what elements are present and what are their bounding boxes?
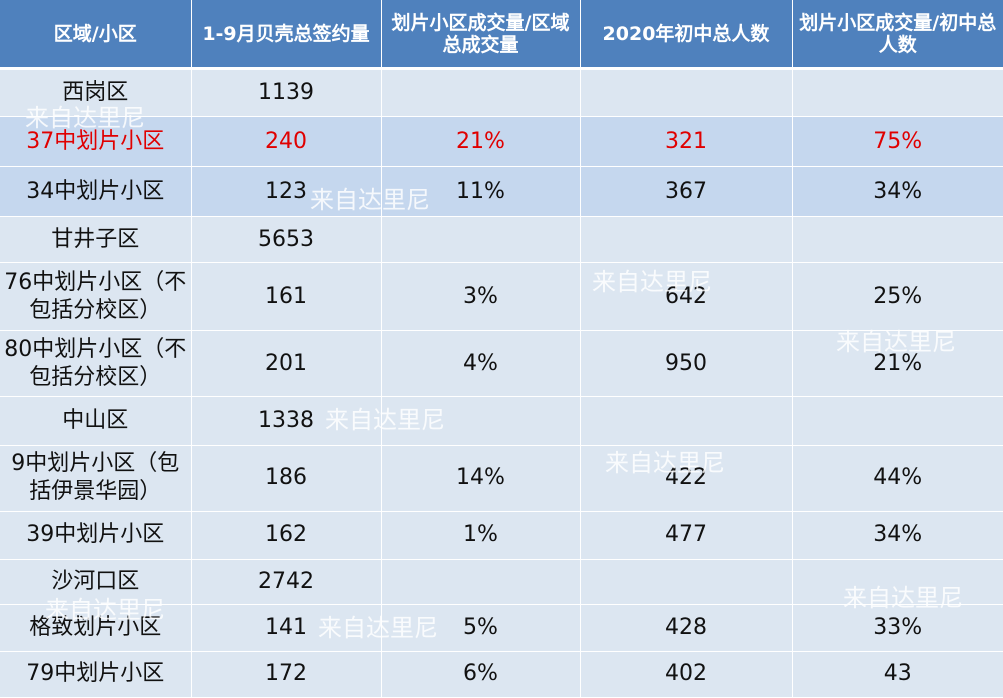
header-share-of-students: 划片小区成交量/初中总人数 [792,0,1003,70]
students-2020: 321 [580,116,793,168]
share-of-area [381,396,581,446]
share-of-students: 25% [792,262,1003,332]
share-of-area: 14% [381,445,581,512]
signed-volume: 201 [191,330,382,398]
students-2020: 402 [580,651,793,698]
share-of-students: 43 [792,651,1003,698]
area-name: 9中划片小区（包括伊景华园） [0,445,192,512]
share-of-area [381,559,581,605]
students-2020: 642 [580,262,793,332]
area-name: 中山区 [0,396,192,446]
area-name: 79中划片小区 [0,651,192,698]
table-row: 9中划片小区（包括伊景华园） 186 14% 422 44% [0,445,1003,512]
share-of-students: 34% [792,166,1003,218]
share-of-students: 44% [792,445,1003,512]
table-row: 中山区 1338 [0,396,1003,446]
share-of-area: 21% [381,116,581,168]
area-name: 37中划片小区 [0,116,192,168]
share-of-students: 34% [792,511,1003,560]
header-students-2020: 2020年初中总人数 [580,0,793,70]
signed-volume: 186 [191,445,382,512]
share-of-students [792,68,1003,118]
area-name: 沙河口区 [0,559,192,605]
signed-volume: 2742 [191,559,382,605]
area-name: 格致划片小区 [0,604,192,652]
signed-volume: 123 [191,166,382,218]
table-row: 76中划片小区（不包括分校区） 161 3% 642 25% [0,262,1003,332]
students-2020: 477 [580,511,793,560]
table-row: 甘井子区 5653 [0,216,1003,264]
students-2020: 422 [580,445,793,512]
share-of-area: 3% [381,262,581,332]
students-2020: 428 [580,604,793,652]
signed-volume: 5653 [191,216,382,264]
header-row: 区域/小区 1-9月贝壳总签约量 划片小区成交量/区域总成交量 2020年初中总… [0,0,1003,70]
share-of-students [792,216,1003,264]
header-signed-volume: 1-9月贝壳总签约量 [191,0,382,70]
students-2020 [580,68,793,118]
table-row: 格致划片小区 141 5% 428 33% [0,604,1003,652]
students-2020 [580,396,793,446]
signed-volume: 162 [191,511,382,560]
table-row: 79中划片小区 172 6% 402 43 [0,651,1003,698]
share-of-students: 75% [792,116,1003,168]
area-name: 甘井子区 [0,216,192,264]
share-of-area [381,216,581,264]
share-of-area: 11% [381,166,581,218]
signed-volume: 1139 [191,68,382,118]
signed-volume: 161 [191,262,382,332]
signed-volume: 141 [191,604,382,652]
table-row: 37中划片小区 240 21% 321 75% [0,116,1003,168]
share-of-students [792,559,1003,605]
share-of-area: 6% [381,651,581,698]
students-2020 [580,559,793,605]
area-name: 39中划片小区 [0,511,192,560]
signed-volume: 172 [191,651,382,698]
students-2020: 950 [580,330,793,398]
share-of-students [792,396,1003,446]
share-of-area: 4% [381,330,581,398]
header-area: 区域/小区 [0,0,192,70]
share-of-students: 21% [792,330,1003,398]
share-of-area: 5% [381,604,581,652]
share-of-students: 33% [792,604,1003,652]
table-row: 沙河口区 2742 [0,559,1003,605]
table-row: 西岗区 1139 [0,68,1003,118]
table-row: 39中划片小区 162 1% 477 34% [0,511,1003,560]
signed-volume: 240 [191,116,382,168]
area-name: 76中划片小区（不包括分校区） [0,262,192,332]
table-row: 34中划片小区 123 11% 367 34% [0,166,1003,218]
area-name: 西岗区 [0,68,192,118]
students-2020 [580,216,793,264]
table-row: 80中划片小区（不包括分校区） 201 4% 950 21% [0,330,1003,398]
students-2020: 367 [580,166,793,218]
share-of-area: 1% [381,511,581,560]
area-name: 34中划片小区 [0,166,192,218]
share-of-area [381,68,581,118]
signed-volume: 1338 [191,396,382,446]
header-share-of-area: 划片小区成交量/区域总成交量 [381,0,581,70]
area-name: 80中划片小区（不包括分校区） [0,330,192,398]
